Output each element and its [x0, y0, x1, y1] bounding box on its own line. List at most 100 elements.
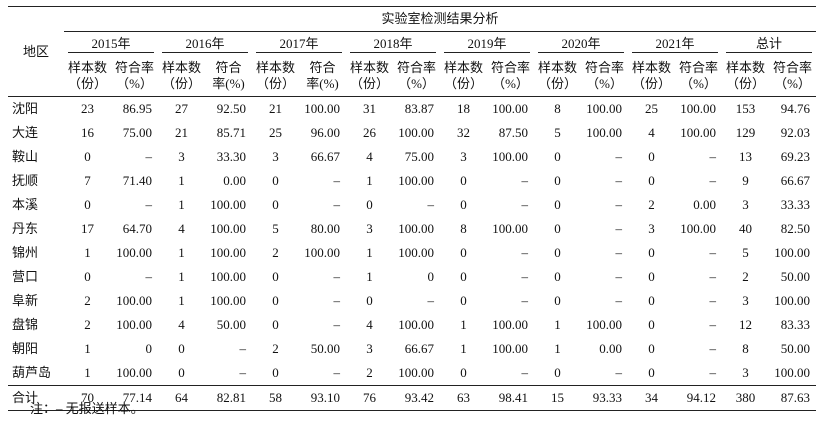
value-cell: 63: [440, 385, 487, 411]
value-cell: 1: [554, 341, 561, 356]
value-cell: 1: [84, 365, 91, 380]
value-cell: 7: [84, 173, 91, 188]
value-cell: 50.00: [780, 269, 810, 284]
value-cell: 0: [554, 221, 561, 236]
value-cell: 100.00: [774, 365, 810, 380]
data-row: 抚顺 7 71.40 1 0.00 0 – 1 100.00 0 – 0 – 0 – 9 66.67: [8, 169, 816, 193]
value-cell: 0: [366, 293, 373, 308]
value-cell: 93.10: [299, 385, 346, 411]
value-cell: 0: [460, 173, 467, 188]
value-cell: 0: [272, 293, 279, 308]
value-cell: –: [615, 269, 623, 284]
value-cell: 77.14: [111, 385, 158, 411]
value-cell: –: [427, 197, 435, 212]
value-cell: –: [709, 269, 717, 284]
value-cell: 8: [742, 341, 749, 356]
value-cell: 76: [346, 385, 393, 411]
value-cell: 100.00: [116, 317, 152, 332]
value-cell: 8: [554, 101, 561, 116]
value-cell: 2: [272, 245, 279, 260]
value-cell: 100.00: [680, 101, 716, 116]
region-cell: 抚顺: [12, 173, 39, 188]
value-cell: 75.00: [404, 149, 434, 164]
value-cell: 0: [460, 269, 467, 284]
value-cell: –: [521, 293, 529, 308]
value-cell: 27: [175, 101, 188, 116]
value-cell: 82.50: [780, 221, 810, 236]
value-cell: 69.23: [780, 149, 810, 164]
value-cell: 0: [460, 293, 467, 308]
region-cell: 合计: [8, 385, 64, 411]
year-label: 总计: [726, 36, 812, 53]
value-cell: –: [333, 317, 341, 332]
value-cell: 129: [735, 125, 756, 140]
value-cell: 0: [84, 197, 91, 212]
value-cell: –: [521, 269, 529, 284]
value-cell: 3: [366, 341, 373, 356]
year-header: 2021年: [628, 32, 722, 57]
region-header: 地区: [8, 6, 64, 97]
value-cell: 100.00: [304, 101, 340, 116]
value-cell: 85.71: [216, 125, 246, 140]
value-cell: –: [521, 197, 529, 212]
value-cell: 0: [460, 365, 467, 380]
value-cell: 100.00: [492, 317, 528, 332]
value-cell: 58: [252, 385, 299, 411]
value-cell: 82.81: [205, 385, 252, 411]
subheader: 样本数 （份）: [534, 56, 581, 97]
value-cell: –: [615, 149, 623, 164]
value-cell: 2: [272, 341, 279, 356]
value-cell: 93.33: [581, 385, 628, 411]
value-cell: 25: [645, 101, 658, 116]
value-cell: 1: [178, 173, 185, 188]
value-cell: 0: [178, 341, 185, 356]
data-row: 营口 0 – 1 100.00 0 – 1 0 0 – 0 – 0 – 2 50.00: [8, 265, 816, 289]
value-cell: –: [615, 197, 623, 212]
value-cell: 380: [722, 385, 769, 411]
value-cell: –: [333, 173, 341, 188]
value-cell: 34: [628, 385, 675, 411]
value-cell: 3: [648, 221, 655, 236]
year-label: 2018年: [350, 36, 436, 53]
value-cell: 33.30: [216, 149, 246, 164]
year-label: 2016年: [162, 36, 248, 53]
value-cell: 2: [742, 269, 749, 284]
value-cell: –: [145, 269, 153, 284]
value-cell: 21: [175, 125, 188, 140]
value-cell: –: [709, 293, 717, 308]
value-cell: 4: [178, 221, 185, 236]
value-cell: 71.40: [122, 173, 152, 188]
value-cell: 0: [554, 365, 561, 380]
value-cell: 50.00: [780, 341, 810, 356]
data-row: 丹东 17 64.70 4 100.00 5 80.00 3 100.00 8 100.00 0 – 3 1…: [8, 217, 816, 241]
data-row: 沈阳 23 86.95 27 92.50 21 100.00 31 83.87 18 100.00 8…: [8, 97, 816, 122]
value-cell: 1: [178, 293, 185, 308]
value-cell: 0: [648, 341, 655, 356]
value-cell: –: [709, 149, 717, 164]
value-cell: 31: [363, 101, 376, 116]
value-cell: 66.67: [780, 173, 810, 188]
value-cell: 4: [366, 317, 373, 332]
year-header: 2019年: [440, 32, 534, 57]
value-cell: 3: [742, 293, 749, 308]
value-cell: 0.00: [693, 197, 716, 212]
value-cell: 0: [84, 149, 91, 164]
subheader: 样本数 （份）: [346, 56, 393, 97]
value-cell: –: [615, 221, 623, 236]
year-label: 2021年: [632, 36, 718, 53]
subheader: 符合率 （%）: [393, 56, 440, 97]
value-cell: 100.00: [586, 317, 622, 332]
value-cell: 50.00: [216, 317, 246, 332]
value-cell: –: [333, 197, 341, 212]
value-cell: 0: [554, 293, 561, 308]
value-cell: 1: [366, 173, 373, 188]
value-cell: 23: [81, 101, 94, 116]
note: 注：– 无报送样本。: [30, 401, 144, 416]
value-cell: 100.00: [210, 221, 246, 236]
value-cell: 100.00: [774, 293, 810, 308]
value-cell: 0: [648, 317, 655, 332]
value-cell: 3: [272, 149, 279, 164]
value-cell: –: [145, 149, 153, 164]
value-cell: 0: [648, 293, 655, 308]
value-cell: 0: [366, 197, 373, 212]
